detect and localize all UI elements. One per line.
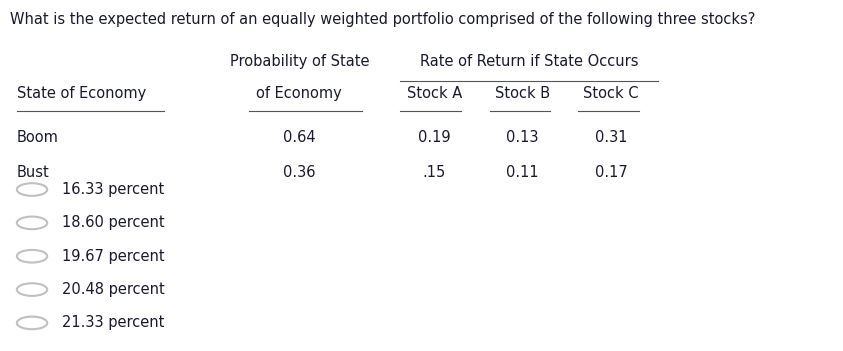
Text: 16.33 percent: 16.33 percent [62, 182, 164, 197]
Text: Stock C: Stock C [583, 86, 639, 101]
Text: 0.36: 0.36 [283, 165, 315, 180]
Text: Rate of Return if State Occurs: Rate of Return if State Occurs [420, 54, 639, 69]
Text: Bust: Bust [17, 165, 50, 180]
Text: Boom: Boom [17, 130, 59, 145]
Text: .15: .15 [422, 165, 446, 180]
Text: 0.11: 0.11 [507, 165, 539, 180]
Text: Stock A: Stock A [406, 86, 462, 101]
Text: 0.19: 0.19 [418, 130, 450, 145]
Text: Stock B: Stock B [495, 86, 550, 101]
Text: 0.64: 0.64 [283, 130, 315, 145]
Text: of Economy: of Economy [256, 86, 342, 101]
Text: 0.13: 0.13 [507, 130, 539, 145]
Text: 18.60 percent: 18.60 percent [62, 216, 165, 230]
Text: 21.33 percent: 21.33 percent [62, 316, 164, 330]
Text: 0.17: 0.17 [595, 165, 627, 180]
Text: 20.48 percent: 20.48 percent [62, 282, 165, 297]
Text: 0.31: 0.31 [595, 130, 627, 145]
Text: State of Economy: State of Economy [17, 86, 146, 101]
Text: 19.67 percent: 19.67 percent [62, 249, 165, 264]
Text: What is the expected return of an equally weighted portfolio comprised of the fo: What is the expected return of an equall… [10, 12, 755, 27]
Text: Probability of State: Probability of State [229, 54, 369, 69]
